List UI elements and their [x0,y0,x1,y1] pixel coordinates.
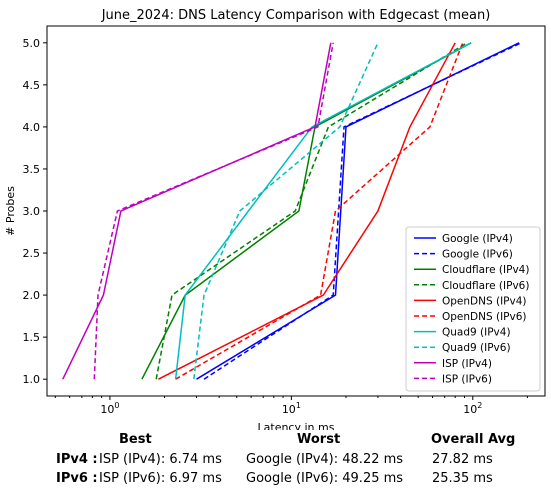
legend-label: OpenDNS (IPv6) [442,311,527,323]
series-line-cloudflare-ipv4 [141,42,472,380]
series-layer [62,42,522,380]
legend-label: OpenDNS (IPv4) [442,295,527,307]
y-axis: 1.0 1.5 2.0 2.5 3.0 3.5 4.0 4.5 5.0 [23,37,47,386]
chart-title: June_2024: DNS Latency Comparison with E… [101,8,491,23]
y-tick-label: 1.5 [23,331,41,344]
y-tick-label: 2.5 [23,247,41,260]
summary-row-ipv6-label: IPv6 : [56,471,98,486]
summary-row-ipv6-best: ISP (IPv6): 6.97 ms [99,471,222,486]
legend-label: Google (IPv4) [442,233,513,245]
y-tick-label: 3.5 [23,163,41,176]
legend-label: ISP (IPv6) [442,373,492,385]
summary-row-ipv4-label: IPv4 : [56,452,98,467]
summary-row-ipv6-avg: 25.35 ms [432,471,493,486]
legend-label: Quad9 (IPv4) [442,327,511,339]
legend-label: Cloudflare (IPv6) [442,280,529,292]
y-tick-label: 5.0 [23,37,41,50]
y-tick-label: 1.0 [23,373,41,386]
x-tick-label: 102 [463,401,482,416]
summary-row-ipv4-worst: Google (IPv4): 48.22 ms [246,452,404,467]
y-tick-label: 3.0 [23,205,41,218]
summary-row-ipv6-worst: Google (IPv6): 49.25 ms [246,471,404,486]
series-line-quad9-ipv4 [174,42,472,380]
series-line-opendns-ipv4 [158,42,456,380]
series-line-opendns-ipv6 [175,42,464,380]
summary-header-best: Best [119,432,152,447]
legend-label: Quad9 (IPv6) [442,342,511,354]
y-axis-label: # Probes [4,186,17,236]
y-tick-label: 4.0 [23,121,41,134]
legend-label: ISP (IPv4) [442,358,492,370]
legend-label: Google (IPv6) [442,249,513,261]
series-line-isp-ipv6 [93,42,334,380]
legend-label: Cloudflare (IPv4) [442,264,529,276]
y-tick-label: 4.5 [23,79,41,92]
summary-row-ipv4-best: ISP (IPv4): 6.74 ms [99,452,222,467]
legend-box [405,226,541,392]
series-line-quad9-ipv6 [193,42,379,380]
legend: Google (IPv4) Google (IPv6) Cloudflare (IP… [405,226,541,392]
x-axis-label: Latency in ms [258,421,335,430]
latency-chart: June_2024: DNS Latency Comparison with E… [4,8,546,430]
summary-header-avg: Overall Avg [431,432,516,447]
summary-row-ipv4-avg: 27.82 ms [432,452,493,467]
x-tick-label: 100 [100,401,119,416]
series-line-cloudflare-ipv6 [155,42,468,380]
x-axis: 100 101 102 [54,396,528,416]
y-tick-label: 2.0 [23,289,41,302]
summary-header-worst: Worst [297,432,341,447]
series-line-isp-ipv4 [62,42,332,380]
x-tick-label: 101 [282,401,301,416]
